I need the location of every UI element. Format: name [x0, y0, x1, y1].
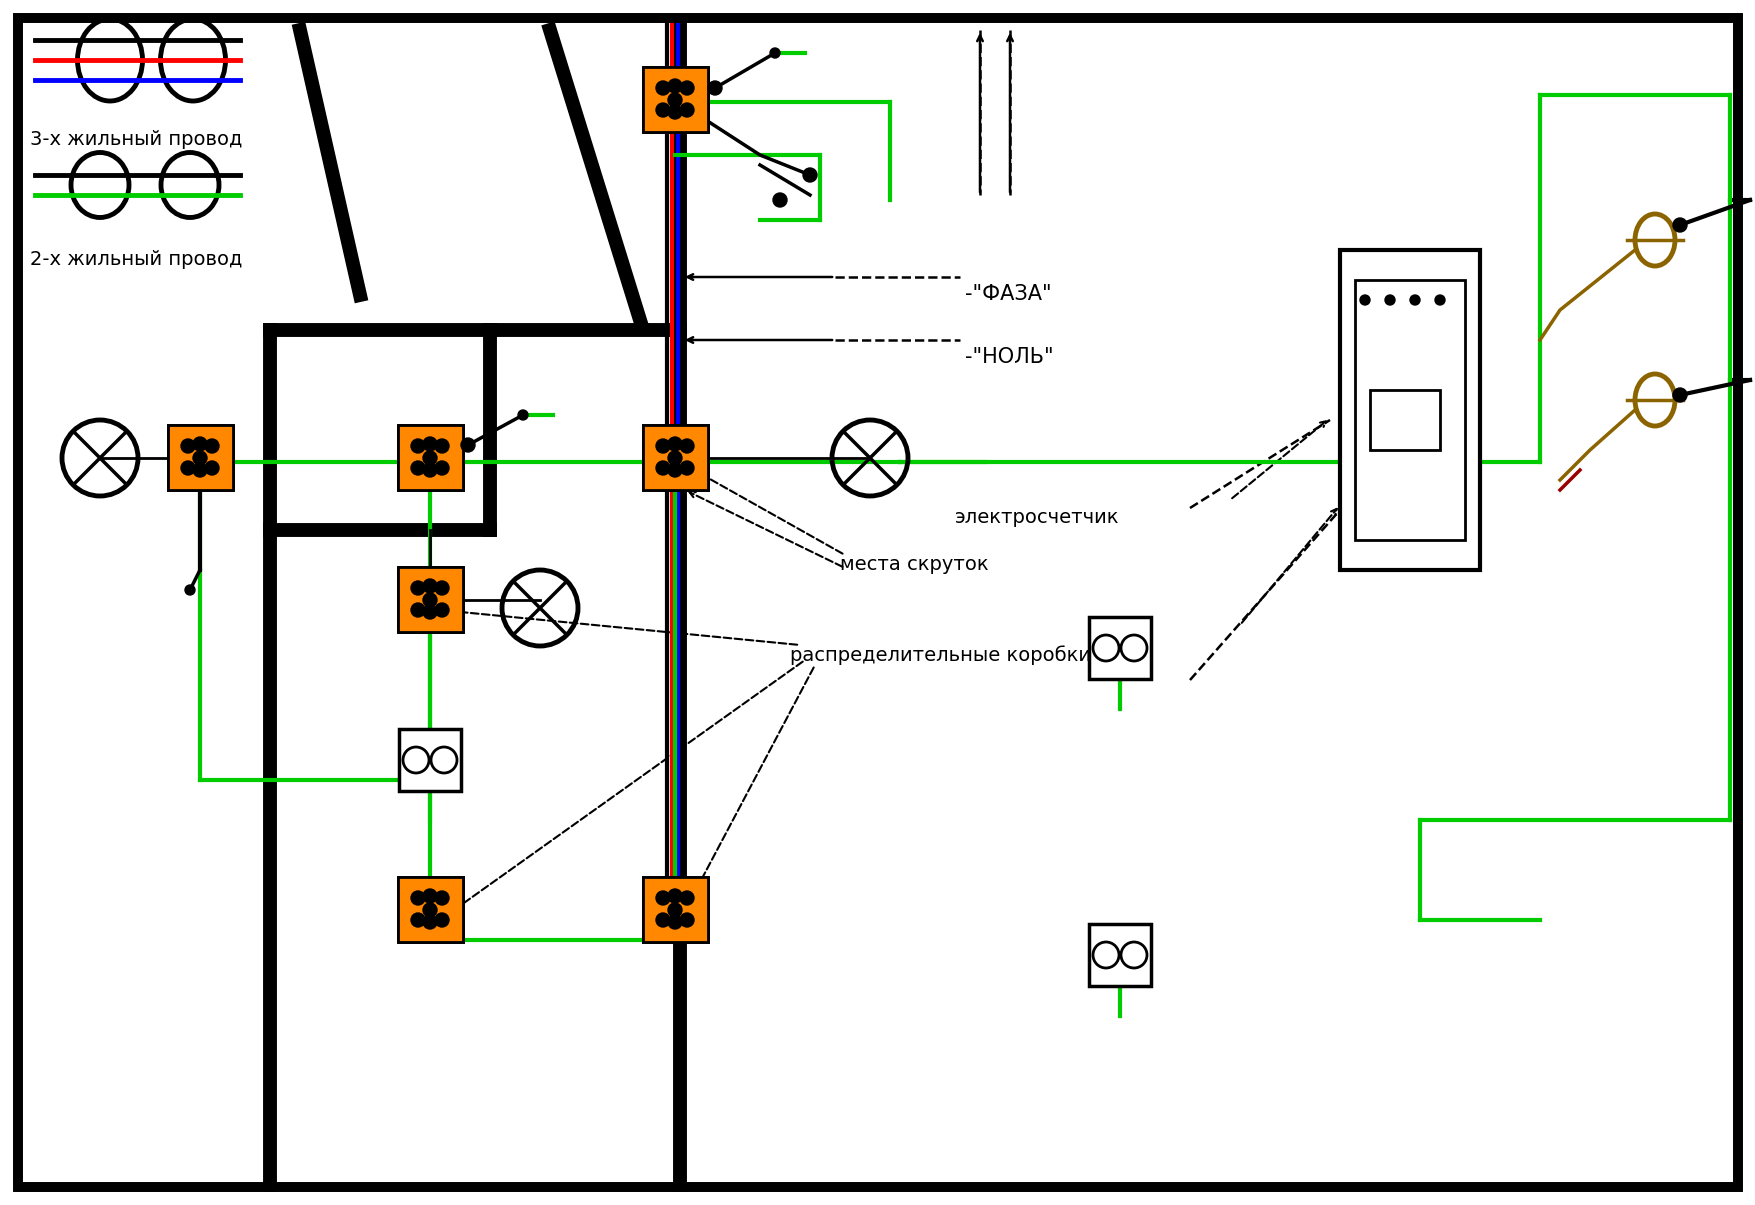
- Bar: [1355, 280, 1464, 540]
- Circle shape: [435, 581, 449, 595]
- Bar: [1088, 617, 1150, 678]
- Circle shape: [656, 81, 670, 95]
- Circle shape: [423, 593, 437, 607]
- Circle shape: [667, 903, 681, 917]
- Circle shape: [679, 439, 693, 453]
- Circle shape: [1673, 218, 1687, 233]
- Circle shape: [205, 439, 219, 453]
- Circle shape: [423, 889, 437, 903]
- Bar: [168, 425, 233, 490]
- Bar: [168, 425, 233, 490]
- Bar: [642, 425, 707, 490]
- Circle shape: [423, 578, 437, 593]
- Circle shape: [462, 437, 476, 452]
- Circle shape: [679, 890, 693, 905]
- Text: места скруток: места скруток: [839, 556, 988, 574]
- Circle shape: [193, 437, 207, 451]
- Circle shape: [667, 93, 681, 107]
- Bar: [1369, 390, 1439, 449]
- Circle shape: [667, 915, 681, 929]
- Circle shape: [667, 105, 681, 119]
- Circle shape: [411, 602, 425, 617]
- Circle shape: [205, 462, 219, 475]
- Circle shape: [184, 584, 195, 595]
- Circle shape: [769, 48, 779, 58]
- Circle shape: [423, 594, 435, 606]
- Circle shape: [423, 903, 437, 917]
- Bar: [398, 729, 462, 790]
- Circle shape: [667, 463, 681, 477]
- Text: -"НОЛЬ": -"НОЛЬ": [965, 347, 1053, 368]
- Bar: [1088, 924, 1150, 986]
- Circle shape: [411, 581, 425, 595]
- Circle shape: [669, 452, 681, 464]
- Circle shape: [193, 452, 205, 464]
- Bar: [642, 67, 707, 133]
- Bar: [642, 877, 707, 942]
- Circle shape: [435, 439, 449, 453]
- Circle shape: [411, 439, 425, 453]
- Circle shape: [679, 462, 693, 475]
- Circle shape: [679, 913, 693, 927]
- Circle shape: [411, 890, 425, 905]
- Text: 3-х жильный провод: 3-х жильный провод: [30, 130, 242, 149]
- Bar: [398, 568, 463, 631]
- Circle shape: [667, 889, 681, 903]
- Circle shape: [679, 102, 693, 117]
- Circle shape: [707, 81, 721, 95]
- Bar: [642, 67, 707, 133]
- Circle shape: [423, 463, 437, 477]
- Circle shape: [667, 451, 681, 465]
- Circle shape: [802, 167, 816, 182]
- Circle shape: [1358, 295, 1369, 305]
- Circle shape: [1434, 295, 1444, 305]
- Circle shape: [411, 462, 425, 475]
- Circle shape: [656, 102, 670, 117]
- Circle shape: [518, 410, 528, 421]
- Bar: [398, 877, 463, 942]
- Circle shape: [435, 913, 449, 927]
- Circle shape: [181, 462, 195, 475]
- Circle shape: [193, 451, 207, 465]
- Bar: [642, 425, 707, 490]
- Circle shape: [679, 81, 693, 95]
- Circle shape: [423, 451, 437, 465]
- Bar: [1339, 249, 1479, 570]
- Circle shape: [423, 915, 437, 929]
- Circle shape: [423, 904, 435, 916]
- Circle shape: [667, 437, 681, 451]
- Circle shape: [435, 462, 449, 475]
- Circle shape: [411, 913, 425, 927]
- Circle shape: [772, 193, 786, 207]
- Circle shape: [669, 94, 681, 106]
- Bar: [642, 877, 707, 942]
- Circle shape: [181, 439, 195, 453]
- Circle shape: [667, 80, 681, 93]
- Circle shape: [423, 437, 437, 451]
- Circle shape: [656, 462, 670, 475]
- Circle shape: [435, 890, 449, 905]
- Text: распределительные коробки: распределительные коробки: [790, 645, 1090, 665]
- Bar: [398, 568, 463, 631]
- Circle shape: [193, 463, 207, 477]
- Bar: [398, 425, 463, 490]
- Circle shape: [656, 913, 670, 927]
- Circle shape: [423, 452, 435, 464]
- Circle shape: [1673, 388, 1687, 402]
- Bar: [398, 877, 463, 942]
- Text: 2-х жильный провод: 2-х жильный провод: [30, 249, 242, 269]
- Circle shape: [1385, 295, 1393, 305]
- Circle shape: [423, 605, 437, 619]
- Bar: [398, 425, 463, 490]
- Text: -"ФАЗА": -"ФАЗА": [965, 284, 1051, 304]
- Circle shape: [656, 890, 670, 905]
- Text: электросчетчик: электросчетчик: [955, 509, 1120, 527]
- Circle shape: [669, 904, 681, 916]
- Circle shape: [435, 602, 449, 617]
- Circle shape: [656, 439, 670, 453]
- Circle shape: [1409, 295, 1420, 305]
